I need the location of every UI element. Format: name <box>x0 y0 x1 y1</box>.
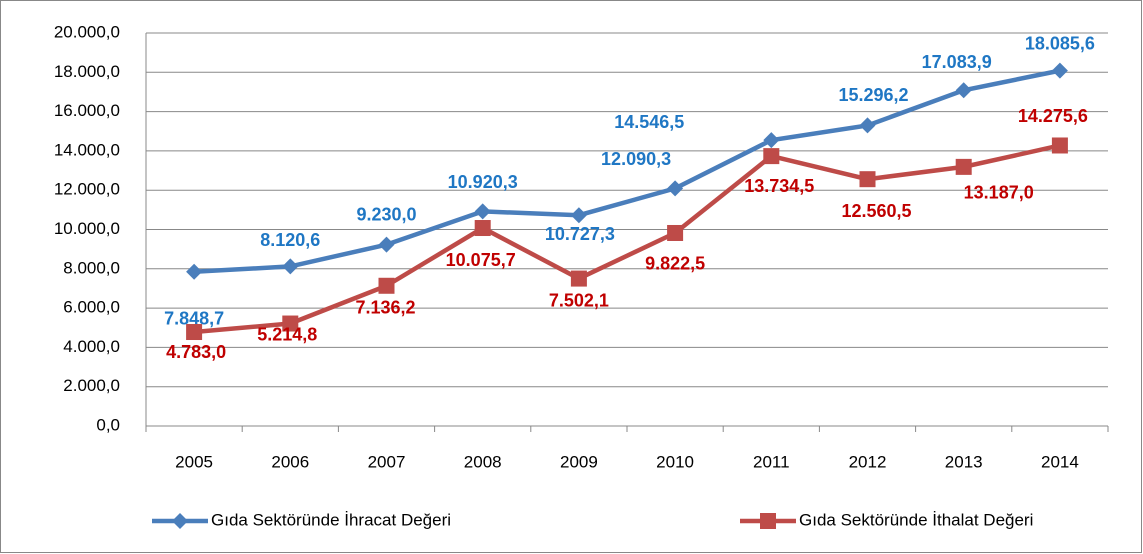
square-marker <box>667 224 684 241</box>
x-tick-label: 2014 <box>1041 452 1079 471</box>
legend-label: Gıda Sektöründe İthalat Değeri <box>799 510 1033 529</box>
data-label: 9.822,5 <box>645 254 705 274</box>
x-tick-label: 2006 <box>271 452 309 471</box>
square-marker <box>378 277 395 294</box>
diamond-marker <box>955 82 972 99</box>
square-marker <box>763 148 780 165</box>
data-label: 17.083,9 <box>922 52 992 72</box>
square-marker <box>1051 137 1068 154</box>
data-label: 9.230,0 <box>356 204 416 224</box>
y-tick-label: 0,0 <box>96 415 120 434</box>
data-label: 10.920,3 <box>448 172 518 192</box>
square-marker <box>474 220 491 237</box>
data-label: 13.734,5 <box>744 176 814 196</box>
y-tick-label: 6.000,0 <box>63 298 120 317</box>
x-tick-label: 2012 <box>849 452 887 471</box>
diamond-marker <box>570 207 587 224</box>
diamond-marker <box>1051 62 1068 79</box>
data-label: 10.075,7 <box>446 250 516 270</box>
diamond-marker <box>186 263 203 280</box>
x-tick-label: 2013 <box>945 452 983 471</box>
x-tick-label: 2011 <box>753 452 790 471</box>
square-marker <box>282 315 299 332</box>
data-label: 15.296,2 <box>838 85 908 105</box>
diamond-marker <box>859 117 876 134</box>
y-tick-label: 10.000,0 <box>54 219 120 238</box>
series-line <box>193 143 1061 335</box>
x-tick-label: 2007 <box>368 452 406 471</box>
x-tick-label: 2009 <box>560 452 598 471</box>
data-label: 12.090,3 <box>601 149 671 169</box>
x-tick-label: 2005 <box>175 452 213 471</box>
y-tick-label: 14.000,0 <box>54 140 120 159</box>
diamond-marker <box>763 132 780 149</box>
data-label: 14.546,5 <box>614 112 684 132</box>
y-tick-label: 8.000,0 <box>63 258 120 277</box>
diamond-marker <box>282 258 299 275</box>
diamond-marker <box>474 203 491 220</box>
legend-label: Gıda Sektöründe İhracat Değeri <box>211 510 451 529</box>
data-label: 14.275,6 <box>1018 106 1088 126</box>
data-label: 4.783,0 <box>166 342 226 362</box>
square-marker <box>760 513 776 529</box>
series-line <box>193 68 1061 275</box>
y-tick-label: 16.000,0 <box>54 101 120 120</box>
square-marker <box>859 171 876 188</box>
data-label: 10.727,3 <box>545 224 615 244</box>
data-label: 12.560,5 <box>841 201 911 221</box>
x-tick-label: 2008 <box>464 452 502 471</box>
data-label: 18.085,6 <box>1025 33 1095 53</box>
y-tick-label: 18.000,0 <box>54 62 120 81</box>
square-marker <box>955 158 972 175</box>
y-tick-label: 4.000,0 <box>63 337 120 356</box>
y-tick-label: 12.000,0 <box>54 180 120 199</box>
data-label: 5.214,8 <box>257 324 317 344</box>
y-tick-label: 2.000,0 <box>63 376 120 395</box>
diamond-marker <box>378 236 395 253</box>
data-label: 7.848,7 <box>164 309 224 329</box>
data-label: 13.187,0 <box>964 183 1034 203</box>
square-marker <box>570 270 587 287</box>
diamond-marker <box>172 513 188 529</box>
data-label: 7.136,2 <box>355 298 415 318</box>
data-label: 7.502,1 <box>549 290 609 310</box>
square-marker <box>186 324 203 341</box>
data-label: 8.120,6 <box>260 230 320 250</box>
x-tick-label: 2010 <box>656 452 694 471</box>
y-tick-label: 20.000,0 <box>54 22 120 41</box>
diamond-marker <box>667 180 684 197</box>
